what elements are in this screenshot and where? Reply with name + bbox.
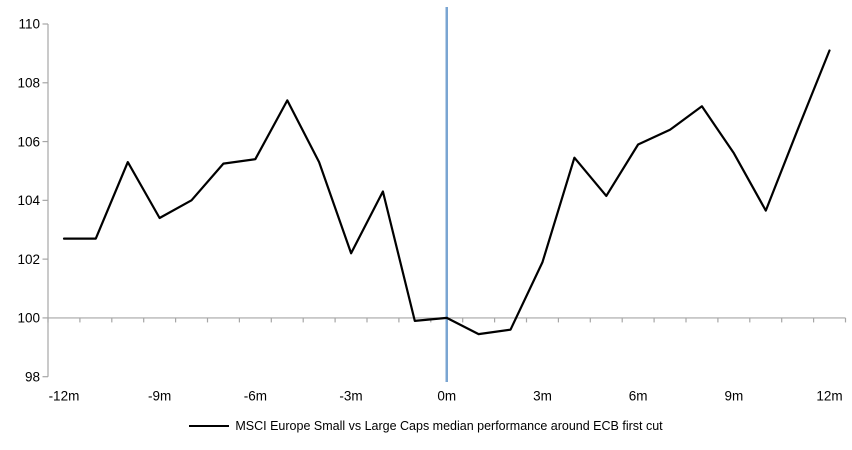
chart-svg: 98 100 102 104 106 108 110 -12m -9m -6m -3m 0m 3m 6m 9… (17, 7, 847, 404)
y-axis-tick-label: 98 (25, 369, 40, 384)
x-axis-tick-label: -9m (148, 389, 171, 404)
x-axis-tick-label: 0m (437, 389, 456, 404)
legend-label: MSCI Europe Small vs Large Caps median p… (235, 419, 663, 433)
legend-line-swatch (189, 425, 230, 427)
y-axis-tick-label: 108 (17, 75, 40, 90)
x-axis-tick-label: 6m (629, 389, 648, 404)
x-axis-tick-label: -3m (339, 389, 362, 404)
x-axis-tick-label: 3m (533, 389, 552, 404)
y-axis-tick-label: 110 (18, 17, 40, 32)
x-axis-tick-label: 9m (724, 389, 743, 404)
series-line (62, 49, 831, 336)
x-axis-tick-label: -6m (244, 389, 267, 404)
y-axis-tick-label: 106 (17, 134, 40, 149)
x-axis-tick-label: 12m (816, 389, 842, 404)
legend: MSCI Europe Small vs Large Caps median p… (0, 418, 852, 434)
y-axis-tick-label: 102 (17, 252, 40, 267)
y-axis-tick-label: 100 (17, 311, 40, 326)
x-axis-tick-label: -12m (49, 389, 80, 404)
y-axis-tick-label: 104 (17, 193, 40, 208)
